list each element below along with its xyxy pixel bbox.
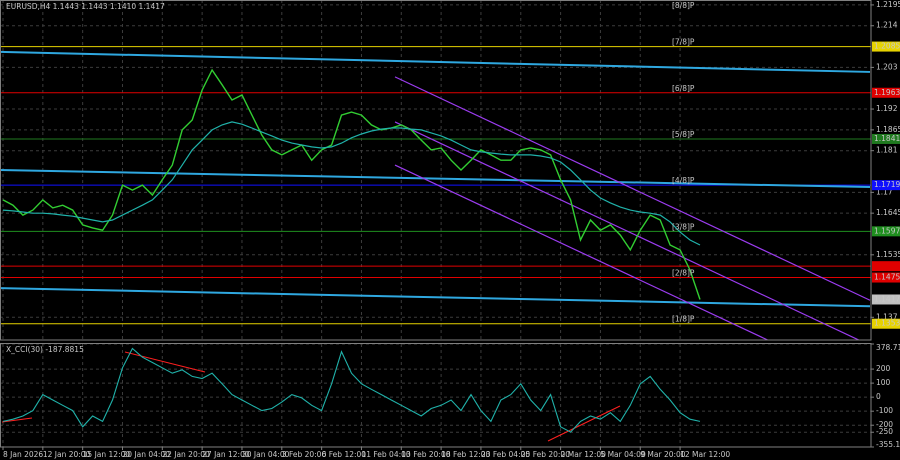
channel-line xyxy=(394,121,861,340)
price-line xyxy=(2,121,701,246)
x-tick-label: 12 Jan 20:00 xyxy=(43,450,91,459)
y-tick-label: -250 xyxy=(876,427,893,436)
y-tick-label: 1.214 xyxy=(876,21,898,30)
level-label: [3/8]P xyxy=(672,222,695,231)
x-tick-label: 27 Jan 12:00 xyxy=(202,450,250,459)
y-tick-label: -100 xyxy=(876,406,893,415)
y-tick-label: 1.1535 xyxy=(876,250,900,259)
x-tick-label: 23 Feb 04:00 xyxy=(481,450,530,459)
x-tick-label: 2 Mar 12:00 xyxy=(561,450,607,459)
trend-line xyxy=(0,169,871,189)
current-price-label: 1.1417 xyxy=(874,294,900,303)
x-tick-label: 30 Jan 04:00 xyxy=(242,450,290,459)
level-price-box xyxy=(872,272,900,283)
level-price-label: 1.1353 xyxy=(874,319,900,328)
channel-line xyxy=(394,164,769,340)
level-price-label: 1.1841 xyxy=(874,134,900,143)
line-layer xyxy=(2,68,701,300)
channel-line xyxy=(394,76,871,301)
x-tick-label: 12 Mar 12:00 xyxy=(680,450,730,459)
y-tick-label: 1.192 xyxy=(876,104,898,113)
x-tick-label: 22 Jan 20:00 xyxy=(162,450,210,459)
y-tick-label: -355.1899 xyxy=(876,440,900,449)
level-price-label: 1.1719 xyxy=(874,180,900,189)
x-tick-label: 6 Feb 12:00 xyxy=(322,450,367,459)
y-tick-label: 1.181 xyxy=(876,146,898,155)
x-tick-label: 18 Feb 12:00 xyxy=(441,450,490,459)
x-tick-label: 9 Mar 20:00 xyxy=(640,450,686,459)
chart-title: EURUSD,H4 1.1443 1.1443 1.1410 1.1417 xyxy=(6,2,165,11)
level-price-label: 1.1963 xyxy=(874,88,900,97)
y-tick-label: 1.1645 xyxy=(876,208,900,217)
level-price-box xyxy=(872,226,900,237)
x-tick-label: 11 Feb 04:00 xyxy=(361,450,410,459)
divergence-line xyxy=(547,405,621,442)
level-label: [5/8]P xyxy=(672,130,695,139)
y-tick-label: 1.1865 xyxy=(876,125,900,134)
y-tick-label: 1.2195 xyxy=(876,0,900,9)
trend-line xyxy=(0,287,871,308)
cci-line xyxy=(2,347,701,433)
x-tick-label: 25 Feb 20:00 xyxy=(521,450,570,459)
level-price-label: 1.1597 xyxy=(874,226,900,235)
level-label: [7/8]P xyxy=(672,38,695,47)
y-tick-label: 1.17 xyxy=(876,187,893,196)
x-tick-label: 3 Feb 20:00 xyxy=(282,450,327,459)
level-label: [6/8]P xyxy=(672,84,695,93)
divergence-line xyxy=(1,417,33,423)
level-label: [2/8]P xyxy=(672,269,695,278)
level-price-box xyxy=(872,41,900,52)
y-tick-label: 1.203 xyxy=(876,62,898,71)
current-price-box xyxy=(872,294,900,305)
level-price-box xyxy=(872,133,900,144)
y-tick-label: 378.7116 xyxy=(876,343,900,352)
price-panel-border xyxy=(0,0,872,341)
y-tick-label: -200 xyxy=(876,420,893,429)
level-price-box xyxy=(872,180,900,191)
y-tick-label: 0 xyxy=(876,392,881,401)
level-label: [1/8]P xyxy=(672,315,695,324)
level-price-box xyxy=(872,87,900,98)
x-tick-label: 15 Jan 12:00 xyxy=(83,450,131,459)
price-line xyxy=(2,68,701,300)
cci-panel-border xyxy=(0,343,872,448)
trend-line xyxy=(0,50,871,73)
level-price-label: 1.1475 xyxy=(874,273,900,282)
y-tick-label: 1.137 xyxy=(876,312,898,321)
y-tick-label: 200 xyxy=(876,364,891,373)
level-price-label: 1.2085 xyxy=(874,42,900,51)
horizontal-line-box xyxy=(872,261,900,272)
level-label: [4/8]P xyxy=(672,176,695,185)
divergence-line xyxy=(124,351,206,373)
y-tick-label: 100 xyxy=(876,378,891,387)
indicator-title: X_CCI(30) -187.8815 xyxy=(6,345,84,354)
x-tick-label: 5 Mar 04:00 xyxy=(600,450,646,459)
level-label: [8/8]P xyxy=(672,1,695,10)
x-tick-label: 13 Feb 20:00 xyxy=(401,450,450,459)
x-tick-label: 20 Jan 04:00 xyxy=(122,450,170,459)
cci-layer xyxy=(1,347,701,442)
x-tick-label: 8 Jan 2026 xyxy=(3,450,43,459)
level-price-box xyxy=(872,318,900,329)
